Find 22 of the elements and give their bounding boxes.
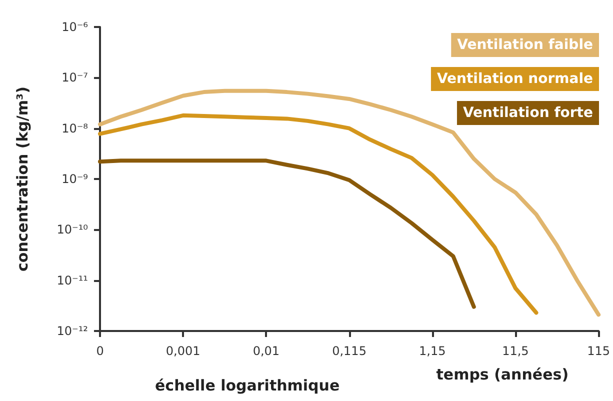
- text: Ventilation faible: [457, 37, 593, 53]
- line-series: [98, 158, 476, 309]
- x-tick-label: 0,115: [332, 344, 366, 358]
- text: Ventilation normale: [436, 71, 593, 87]
- y-tick-label: 10⁻⁶: [62, 20, 88, 34]
- x-tick-label: 115: [587, 344, 610, 358]
- y-tick-label: 10⁻¹¹: [56, 273, 88, 288]
- x-axis-title: temps (années): [436, 366, 569, 384]
- x-tick-label: 1,15: [419, 344, 446, 358]
- line-series: [98, 88, 601, 317]
- y-tick-label: 10⁻⁷: [62, 70, 88, 85]
- y-axis-title: concentration (kg/m³): [14, 86, 32, 272]
- y-tick-label: 10⁻⁹: [62, 172, 88, 186]
- y-tick-label: 10⁻¹²: [56, 324, 88, 338]
- x-tick-label: 0,001: [166, 344, 200, 358]
- x-tick-label: 0: [96, 344, 104, 358]
- x-tick-label: 0,01: [252, 344, 280, 358]
- text: échelle logarithmique: [155, 376, 340, 394]
- text: Ventilation forte: [462, 105, 593, 121]
- y-tick-label: 10⁻¹⁰: [56, 222, 88, 237]
- x-tick-label: 11,5: [502, 344, 529, 358]
- y-tick-label: 10⁻⁸: [62, 121, 88, 136]
